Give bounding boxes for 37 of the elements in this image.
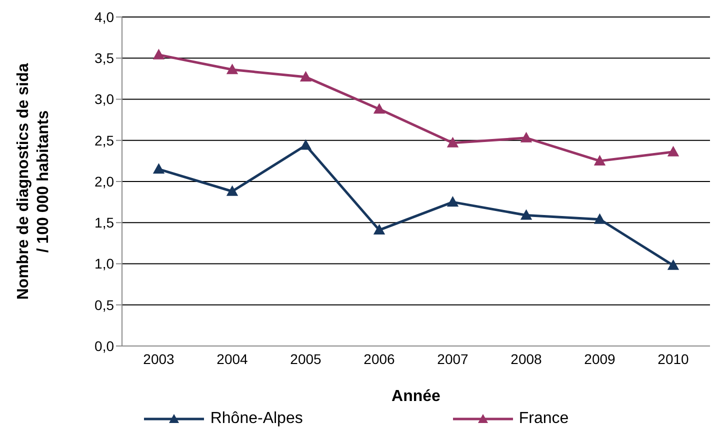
legend-label: Rhône-Alpes xyxy=(210,410,303,428)
y-axis-title: Nombre de diagnostics de sida / 100 000 habitants xyxy=(15,63,52,300)
x-tick-label: 2004 xyxy=(216,350,248,367)
y-tick-label: 3,5 xyxy=(94,50,114,66)
y-tick-label: 1,5 xyxy=(94,214,114,231)
y-tick-label: 3,0 xyxy=(94,91,114,108)
point xyxy=(300,72,312,82)
y-tick-label: 2,0 xyxy=(94,173,114,190)
point xyxy=(153,49,164,60)
point xyxy=(153,164,164,174)
x-tick-label: 2003 xyxy=(143,350,175,367)
x-tick-label: 2009 xyxy=(584,350,616,367)
x-axis-title: Année xyxy=(392,388,441,405)
point xyxy=(226,64,238,74)
point xyxy=(668,146,679,156)
y-tick-label: 0,5 xyxy=(94,296,114,313)
x-tick-label: 2008 xyxy=(510,350,542,367)
point xyxy=(594,155,606,166)
x-tick-label: 2006 xyxy=(364,350,396,367)
point xyxy=(226,186,238,196)
y-tick-label: 1,0 xyxy=(94,256,114,272)
point xyxy=(520,132,532,142)
point xyxy=(447,137,458,148)
point xyxy=(520,210,532,220)
x-tick-label: 2007 xyxy=(437,350,469,367)
x-tick-label: 2005 xyxy=(290,350,322,367)
y-tick-label: 0,0 xyxy=(94,338,114,354)
y-tick-label: 2,5 xyxy=(94,132,114,148)
legend-label: France xyxy=(518,410,569,428)
point xyxy=(374,104,385,114)
y-tick-label: 4,0 xyxy=(94,8,114,25)
point xyxy=(300,140,312,150)
point xyxy=(594,214,606,224)
point xyxy=(668,260,679,270)
point xyxy=(447,196,458,207)
point xyxy=(374,224,385,235)
x-tick-label: 2010 xyxy=(658,350,690,367)
